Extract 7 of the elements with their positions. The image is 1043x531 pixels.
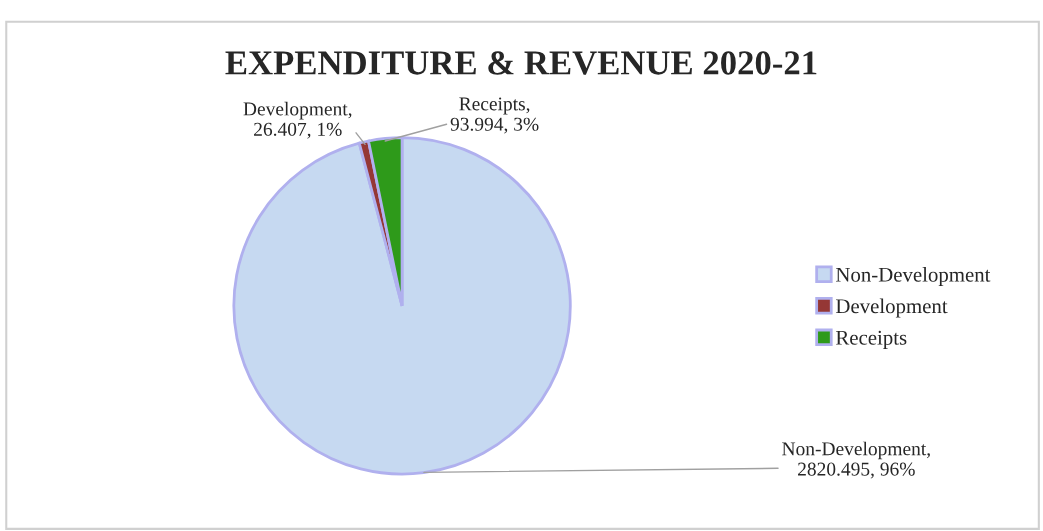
legend-label: Receipts xyxy=(835,330,907,350)
data-label: Receipts, 93.994, 3% xyxy=(450,97,539,134)
chart-title: EXPENDITURE & REVENUE 2020-21 xyxy=(225,51,817,75)
legend-label: Non-Development xyxy=(835,267,991,286)
data-label: Development, 26.407, 1% xyxy=(243,101,352,139)
legend-label: Development xyxy=(835,298,948,318)
data-label: Non-Development, 2820.495, 96% xyxy=(782,441,930,479)
